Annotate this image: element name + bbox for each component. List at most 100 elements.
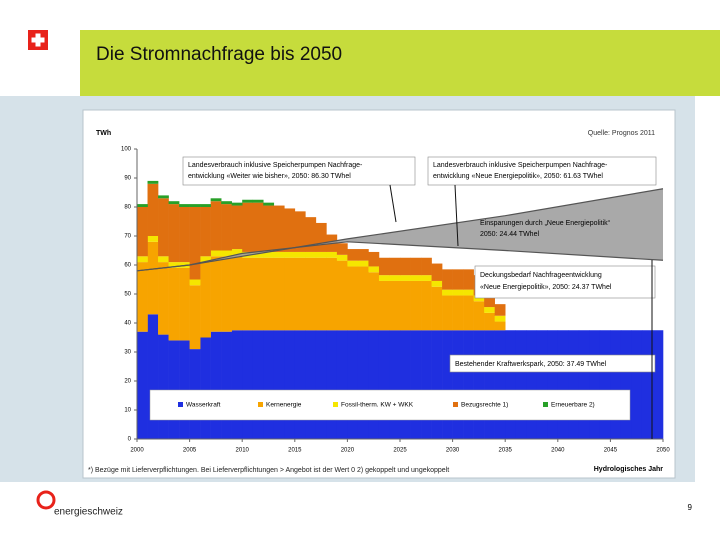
bar-segment <box>357 330 369 439</box>
bar-segment <box>200 337 211 439</box>
bar-segment <box>210 198 222 202</box>
bar-segment <box>473 301 485 331</box>
bar-segment <box>421 280 432 331</box>
bar-segment <box>210 250 222 257</box>
slide-title: Die Stromnachfrage bis 2050 <box>96 44 342 65</box>
y-tick-label: 0 <box>128 437 132 443</box>
bar-segment <box>305 257 317 331</box>
bar-segment <box>326 330 338 439</box>
annotation: «Neue Energiepolitik», 2050: 24.37 TWhel <box>480 284 612 291</box>
bar-segment <box>421 257 432 276</box>
bar-segment <box>442 330 453 439</box>
bar-segment <box>347 266 359 331</box>
bar-segment <box>168 267 180 341</box>
bar-segment <box>200 256 211 263</box>
bar-segment <box>147 183 159 236</box>
bar-segment <box>410 275 422 281</box>
legend-swatch <box>258 402 263 407</box>
bar-segment <box>263 205 275 252</box>
bar-segment <box>368 330 380 439</box>
annotation-box <box>427 156 657 186</box>
bar-segment <box>442 295 453 331</box>
legend-swatch <box>453 402 458 407</box>
bar-segment <box>273 251 285 258</box>
x-tick-label: 2030 <box>446 448 460 454</box>
bar-segment <box>137 331 148 439</box>
bar-segment <box>400 280 411 331</box>
bar-segment <box>284 208 296 252</box>
bar-segment <box>589 330 601 439</box>
bar-segment <box>147 314 159 439</box>
x-tick-label: 2045 <box>604 448 618 454</box>
bar-segment <box>210 201 222 251</box>
annotation: 2050: 24.44 TWhel <box>480 231 539 238</box>
bar-segment <box>452 295 464 331</box>
logo-text: energieschweiz <box>54 507 123 518</box>
bar-segment <box>378 280 390 331</box>
bar-segment <box>463 269 474 290</box>
bar-segment <box>484 292 495 308</box>
bar-segment <box>158 195 169 199</box>
bar-segment <box>347 260 359 267</box>
bar-segment <box>378 257 390 276</box>
bar-segment <box>652 330 664 439</box>
bar-segment <box>263 330 275 439</box>
bar-segment <box>158 262 169 335</box>
title-bar <box>80 30 720 96</box>
bar-segment <box>252 330 264 439</box>
bar-segment <box>158 334 169 439</box>
annotation: Landesverbrauch inklusive Speicherpumpen… <box>188 162 363 169</box>
bar-segment <box>252 202 264 252</box>
bar-segment <box>263 257 275 331</box>
bar-segment <box>347 330 359 439</box>
bar-segment <box>578 330 590 439</box>
bar-segment <box>599 330 611 439</box>
bar-segment <box>284 257 296 331</box>
bar-segment <box>473 330 485 439</box>
legend-label: Wasserkraft <box>186 402 221 409</box>
bar-segment <box>568 330 580 439</box>
bar-segment <box>305 217 317 252</box>
demand-line <box>136 241 664 272</box>
bar-segment <box>526 330 538 439</box>
y-tick-label: 30 <box>124 350 131 356</box>
bar-segment <box>421 330 432 439</box>
bar-segment <box>221 256 232 332</box>
legend-label: Fossil-therm. KW + WKK <box>341 402 414 409</box>
y-tick-label: 100 <box>121 147 132 153</box>
bar-segment <box>494 330 506 439</box>
bar-segment <box>137 207 148 257</box>
bar-segment <box>484 307 495 313</box>
y-tick-label: 80 <box>124 205 131 211</box>
bar-segment <box>442 289 453 296</box>
bar-segment <box>463 289 474 296</box>
arrow <box>454 184 459 247</box>
footnote: *) Bezüge mit Lieferverpflichtungen. Bei… <box>88 467 449 474</box>
y-tick-label: 50 <box>124 292 131 298</box>
x-tick-label: 2000 <box>130 448 144 454</box>
bar-segment <box>168 262 180 268</box>
bar-segment <box>179 340 190 439</box>
bar-segment <box>389 275 401 281</box>
legend-label: Bezugsrechte 1) <box>461 402 508 409</box>
bar-segment <box>357 266 369 331</box>
bar-segment <box>494 315 506 322</box>
annotation: Deckungsbedarf Nachfrageentwicklung <box>480 272 602 279</box>
bar-segment <box>484 330 495 439</box>
legend-box <box>149 389 631 421</box>
bar-segment <box>326 251 338 258</box>
bar-segment <box>242 257 254 331</box>
x-tick-label: 2015 <box>288 448 302 454</box>
bar-segment <box>431 286 443 331</box>
bar-segment <box>294 257 306 331</box>
bar-segment <box>252 251 264 258</box>
bar-segment <box>452 289 464 296</box>
bar-segment <box>284 330 296 439</box>
bar-segment <box>294 330 306 439</box>
bar-segment <box>284 251 296 258</box>
bar-segment <box>294 211 306 252</box>
logo-mark <box>36 490 56 510</box>
bar-segment <box>231 330 243 439</box>
